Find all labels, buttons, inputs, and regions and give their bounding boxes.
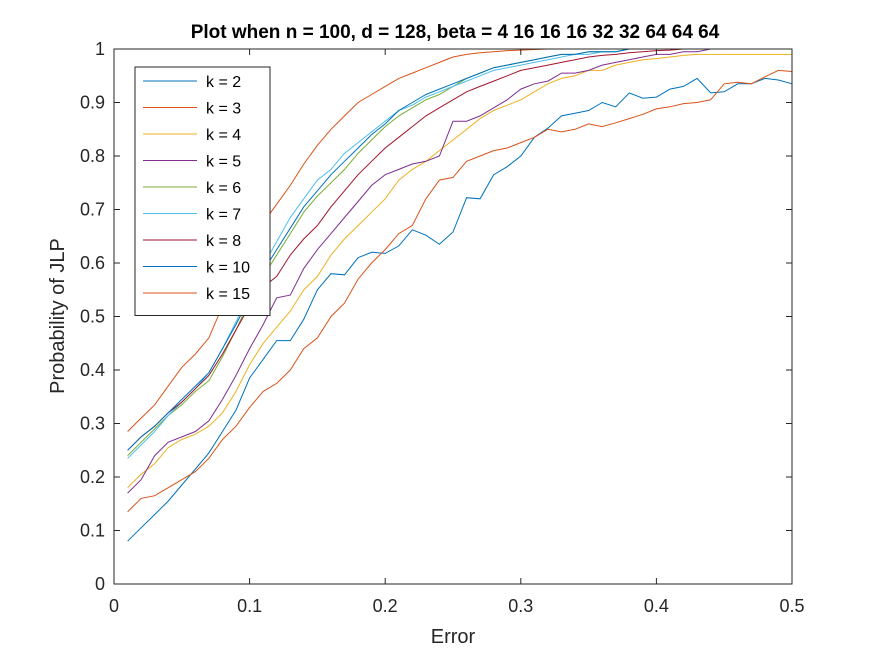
x-tick-label: 0.3 bbox=[508, 596, 533, 616]
series-line-k-5 bbox=[127, 48, 792, 494]
y-tick-label: 0.6 bbox=[80, 253, 105, 273]
y-tick-label: 0 bbox=[95, 574, 105, 594]
y-tick-label: 0.2 bbox=[80, 467, 105, 487]
legend-entry: k = 10 bbox=[206, 260, 250, 277]
x-tick-label: 0.4 bbox=[644, 596, 669, 616]
y-axis: 0 0.1 0.2 0.3 0.4 0.5 0.6 0.7 0.8 0.9 1 bbox=[80, 39, 792, 594]
legend-entry: k = 2 bbox=[206, 74, 241, 91]
x-tick-label: 0.5 bbox=[779, 596, 804, 616]
legend-entry: k = 6 bbox=[206, 180, 241, 197]
legend-entry: k = 3 bbox=[206, 101, 241, 118]
y-tick-label: 0.4 bbox=[80, 360, 105, 380]
y-tick-label: 0.9 bbox=[80, 93, 105, 113]
legend-entry: k = 4 bbox=[206, 127, 241, 144]
legend-box bbox=[134, 66, 271, 316]
series-line-k-3 bbox=[127, 69, 793, 513]
y-tick-label: 0.8 bbox=[80, 146, 105, 166]
x-tick-label: 0.2 bbox=[373, 596, 398, 616]
series-line-k-2 bbox=[127, 77, 793, 542]
x-tick-label: 0 bbox=[109, 596, 119, 616]
series-line-k-4 bbox=[127, 53, 792, 489]
x-axis-label: Error bbox=[431, 626, 476, 648]
legend-entry: k = 5 bbox=[206, 154, 241, 171]
legend-entry: k = 15 bbox=[206, 286, 250, 303]
chart-title: Plot when n = 100, d = 128, beta = 4 16 … bbox=[191, 22, 720, 43]
y-tick-label: 0.3 bbox=[80, 414, 105, 434]
y-axis-label: Probability of JLP bbox=[47, 238, 69, 394]
x-tick-label: 0.1 bbox=[237, 596, 262, 616]
y-tick-label: 0.5 bbox=[80, 307, 105, 327]
legend-entry: k = 8 bbox=[206, 233, 241, 250]
legend-entry: k = 7 bbox=[206, 207, 241, 224]
y-tick-label: 1 bbox=[95, 39, 105, 59]
y-tick-label: 0.1 bbox=[80, 521, 105, 541]
y-tick-label: 0.7 bbox=[80, 200, 105, 220]
x-axis: 0 0.1 0.2 0.3 0.4 0.5 bbox=[109, 49, 805, 616]
legend: k = 2 k = 3 k = 4 k = 5 k = 6 k = 7 k = 8 k = 1… bbox=[134, 66, 271, 316]
